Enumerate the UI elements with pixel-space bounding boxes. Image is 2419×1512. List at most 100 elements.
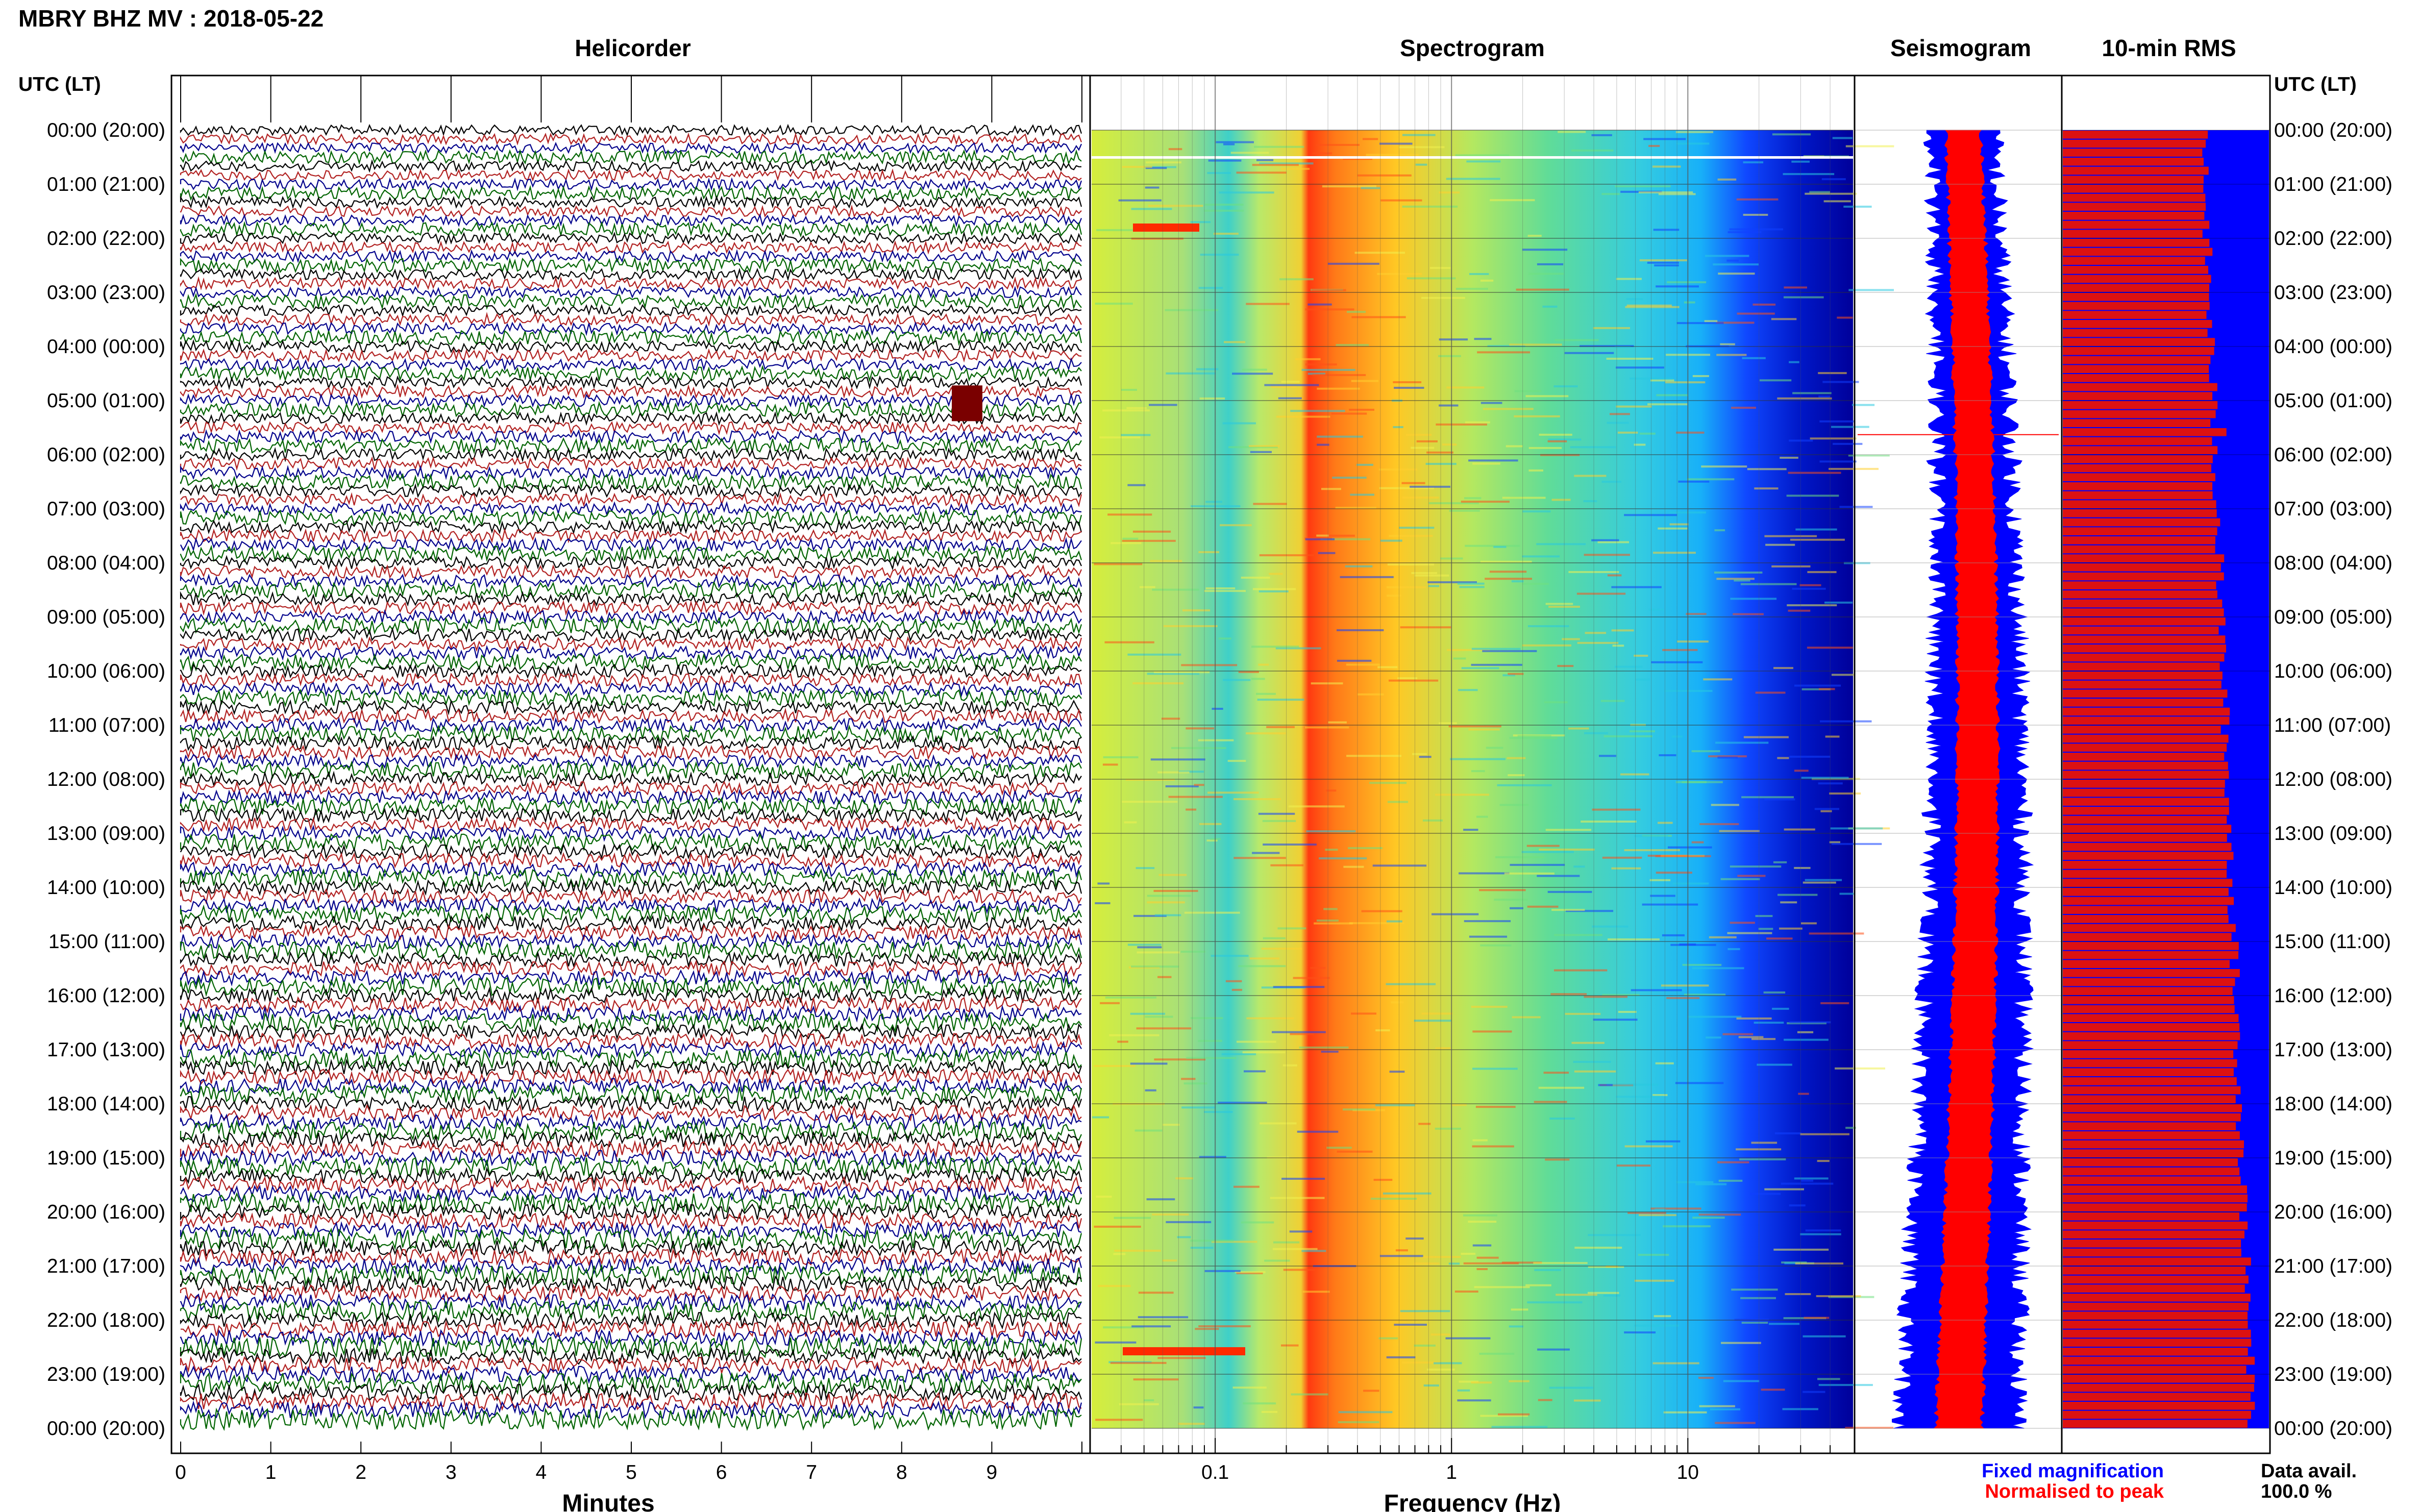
spectrogram-streak xyxy=(1584,996,1627,998)
spectrogram-streak xyxy=(1305,363,1337,366)
spectrogram-streak xyxy=(1626,298,1643,301)
spectrogram-streak xyxy=(1831,674,1855,676)
spectrogram-streak xyxy=(1455,154,1510,157)
spectrogram-streak xyxy=(1676,1181,1714,1183)
spectrogram-streak xyxy=(1391,1001,1404,1004)
spectrogram-streak xyxy=(1797,1031,1814,1033)
spectrogram-streak xyxy=(1363,138,1378,140)
rms-bar xyxy=(2063,166,2209,175)
rms-bar xyxy=(2063,482,2213,490)
spectrogram-streak xyxy=(1297,1130,1339,1133)
helicorder-trace xyxy=(180,220,1082,238)
spectrogram-streak xyxy=(1399,146,1445,148)
rms-bar xyxy=(2063,906,2228,914)
spectrogram-streak xyxy=(1780,457,1798,459)
spectrogram-streak xyxy=(1337,629,1384,631)
spectrogram-streak xyxy=(1401,482,1425,484)
spectrogram-streak xyxy=(1737,312,1775,315)
spectrogram-streak xyxy=(1122,537,1139,540)
spectrogram-streak xyxy=(1463,829,1478,831)
right-time-axis-label: UTC (LT) xyxy=(2274,73,2357,95)
helicorder-trace xyxy=(180,1328,1082,1348)
helicorder-trace xyxy=(180,555,1082,571)
spectrogram-streak xyxy=(1094,1065,1136,1067)
spectrogram-streak xyxy=(1839,506,1873,508)
helicorder-trace xyxy=(180,707,1082,725)
spectrogram-streak xyxy=(1207,172,1231,174)
spectrogram-streak xyxy=(1414,1344,1436,1347)
helicorder-trace xyxy=(180,1139,1082,1158)
helicorder-trace xyxy=(180,1191,1082,1214)
spectrogram-streak xyxy=(1537,875,1580,877)
time-tick-label: 03:00 (23:00) xyxy=(2274,282,2392,304)
helicorder-trace xyxy=(180,285,1082,300)
helicorder-trace xyxy=(180,735,1082,752)
rms-bar xyxy=(2063,1050,2234,1058)
spectrogram-streak xyxy=(1211,955,1249,957)
spectrogram-streak xyxy=(1534,1269,1561,1271)
spectrogram-streak xyxy=(1656,872,1692,874)
spectrogram-streak xyxy=(1306,830,1356,832)
time-tick-labels-right: 00:00 (20:00) 01:00 (21:00) 02:00 (22:00) 0… xyxy=(2274,119,2392,1440)
spectrogram-streak xyxy=(1231,988,1242,991)
spectrogram-streak xyxy=(1624,849,1680,851)
spectrogram-streak xyxy=(1610,413,1630,415)
spectrogram-streak xyxy=(1672,735,1683,738)
rms-bar xyxy=(2063,509,2217,517)
helicorder-trace xyxy=(180,1283,1082,1303)
rms-bar xyxy=(2063,716,2230,725)
spectrogram-streak xyxy=(1608,938,1660,940)
spectrogram-streak xyxy=(1490,199,1535,202)
rms-bar xyxy=(2063,1032,2240,1040)
helicorder-trace xyxy=(180,573,1082,589)
spectrogram-streak xyxy=(1789,755,1831,758)
rms-bar xyxy=(2063,1356,2255,1365)
time-tick-label: 02:00 (22:00) xyxy=(2274,228,2392,250)
spectrogram-streak xyxy=(1616,1096,1664,1098)
spectrogram-streak xyxy=(1127,944,1162,946)
helicorder-traces xyxy=(180,123,1082,1431)
helicorder-trace xyxy=(180,465,1082,481)
spectrogram-streak xyxy=(1601,481,1621,483)
spectrogram-streak xyxy=(1717,756,1738,759)
rms-bar xyxy=(2063,536,2215,544)
spectrogram-streak xyxy=(1380,199,1422,202)
spectrogram-streak xyxy=(1831,842,1882,845)
spectrogram-streak xyxy=(1430,267,1451,269)
helicorder-trace xyxy=(180,267,1082,282)
spectrogram-streak xyxy=(1709,936,1737,938)
spectrogram-streak xyxy=(1655,1208,1666,1211)
spectrogram-streak xyxy=(1480,1415,1528,1417)
rms-bar xyxy=(2063,500,2216,508)
rms-bar xyxy=(2063,699,2224,707)
helicorder-trace xyxy=(180,904,1082,925)
spectrogram-streak xyxy=(1497,784,1552,786)
spectrogram-streak xyxy=(1498,1413,1530,1416)
rms-bar xyxy=(2063,203,2206,211)
helicorder-trace xyxy=(180,1175,1082,1195)
spectrogram-streak xyxy=(1795,1262,1843,1265)
spectrogram-streak xyxy=(1457,1389,1470,1392)
spectrogram-streak xyxy=(1772,133,1811,136)
spectrogram-streak xyxy=(1677,640,1709,643)
spectrogram-streak xyxy=(1131,237,1183,240)
spectrogram-streak xyxy=(1768,1323,1800,1325)
spectrogram-streak xyxy=(1554,934,1602,936)
spectrogram-streak xyxy=(1302,1291,1330,1293)
left-time-axis-label: UTC (LT) xyxy=(18,73,101,95)
spectrogram-streak xyxy=(1730,922,1755,924)
spectrogram-streak xyxy=(1510,907,1523,909)
spectrogram-streak xyxy=(1516,288,1569,291)
spectrogram-streak xyxy=(1508,774,1525,777)
rms-bar xyxy=(2063,707,2230,716)
spectrogram-streak xyxy=(1136,867,1155,870)
rms-bar xyxy=(2063,1221,2248,1230)
spectrogram-streak xyxy=(1196,368,1219,370)
spectrogram-streak xyxy=(1212,708,1223,710)
spectrogram-streak xyxy=(1747,468,1787,470)
spectrogram-streak xyxy=(1332,477,1367,479)
spectrogram-streak xyxy=(1736,198,1779,201)
helicorder-trace xyxy=(180,842,1082,860)
helicorder-trace xyxy=(180,1004,1082,1023)
spectrogram-streak xyxy=(1514,415,1560,417)
